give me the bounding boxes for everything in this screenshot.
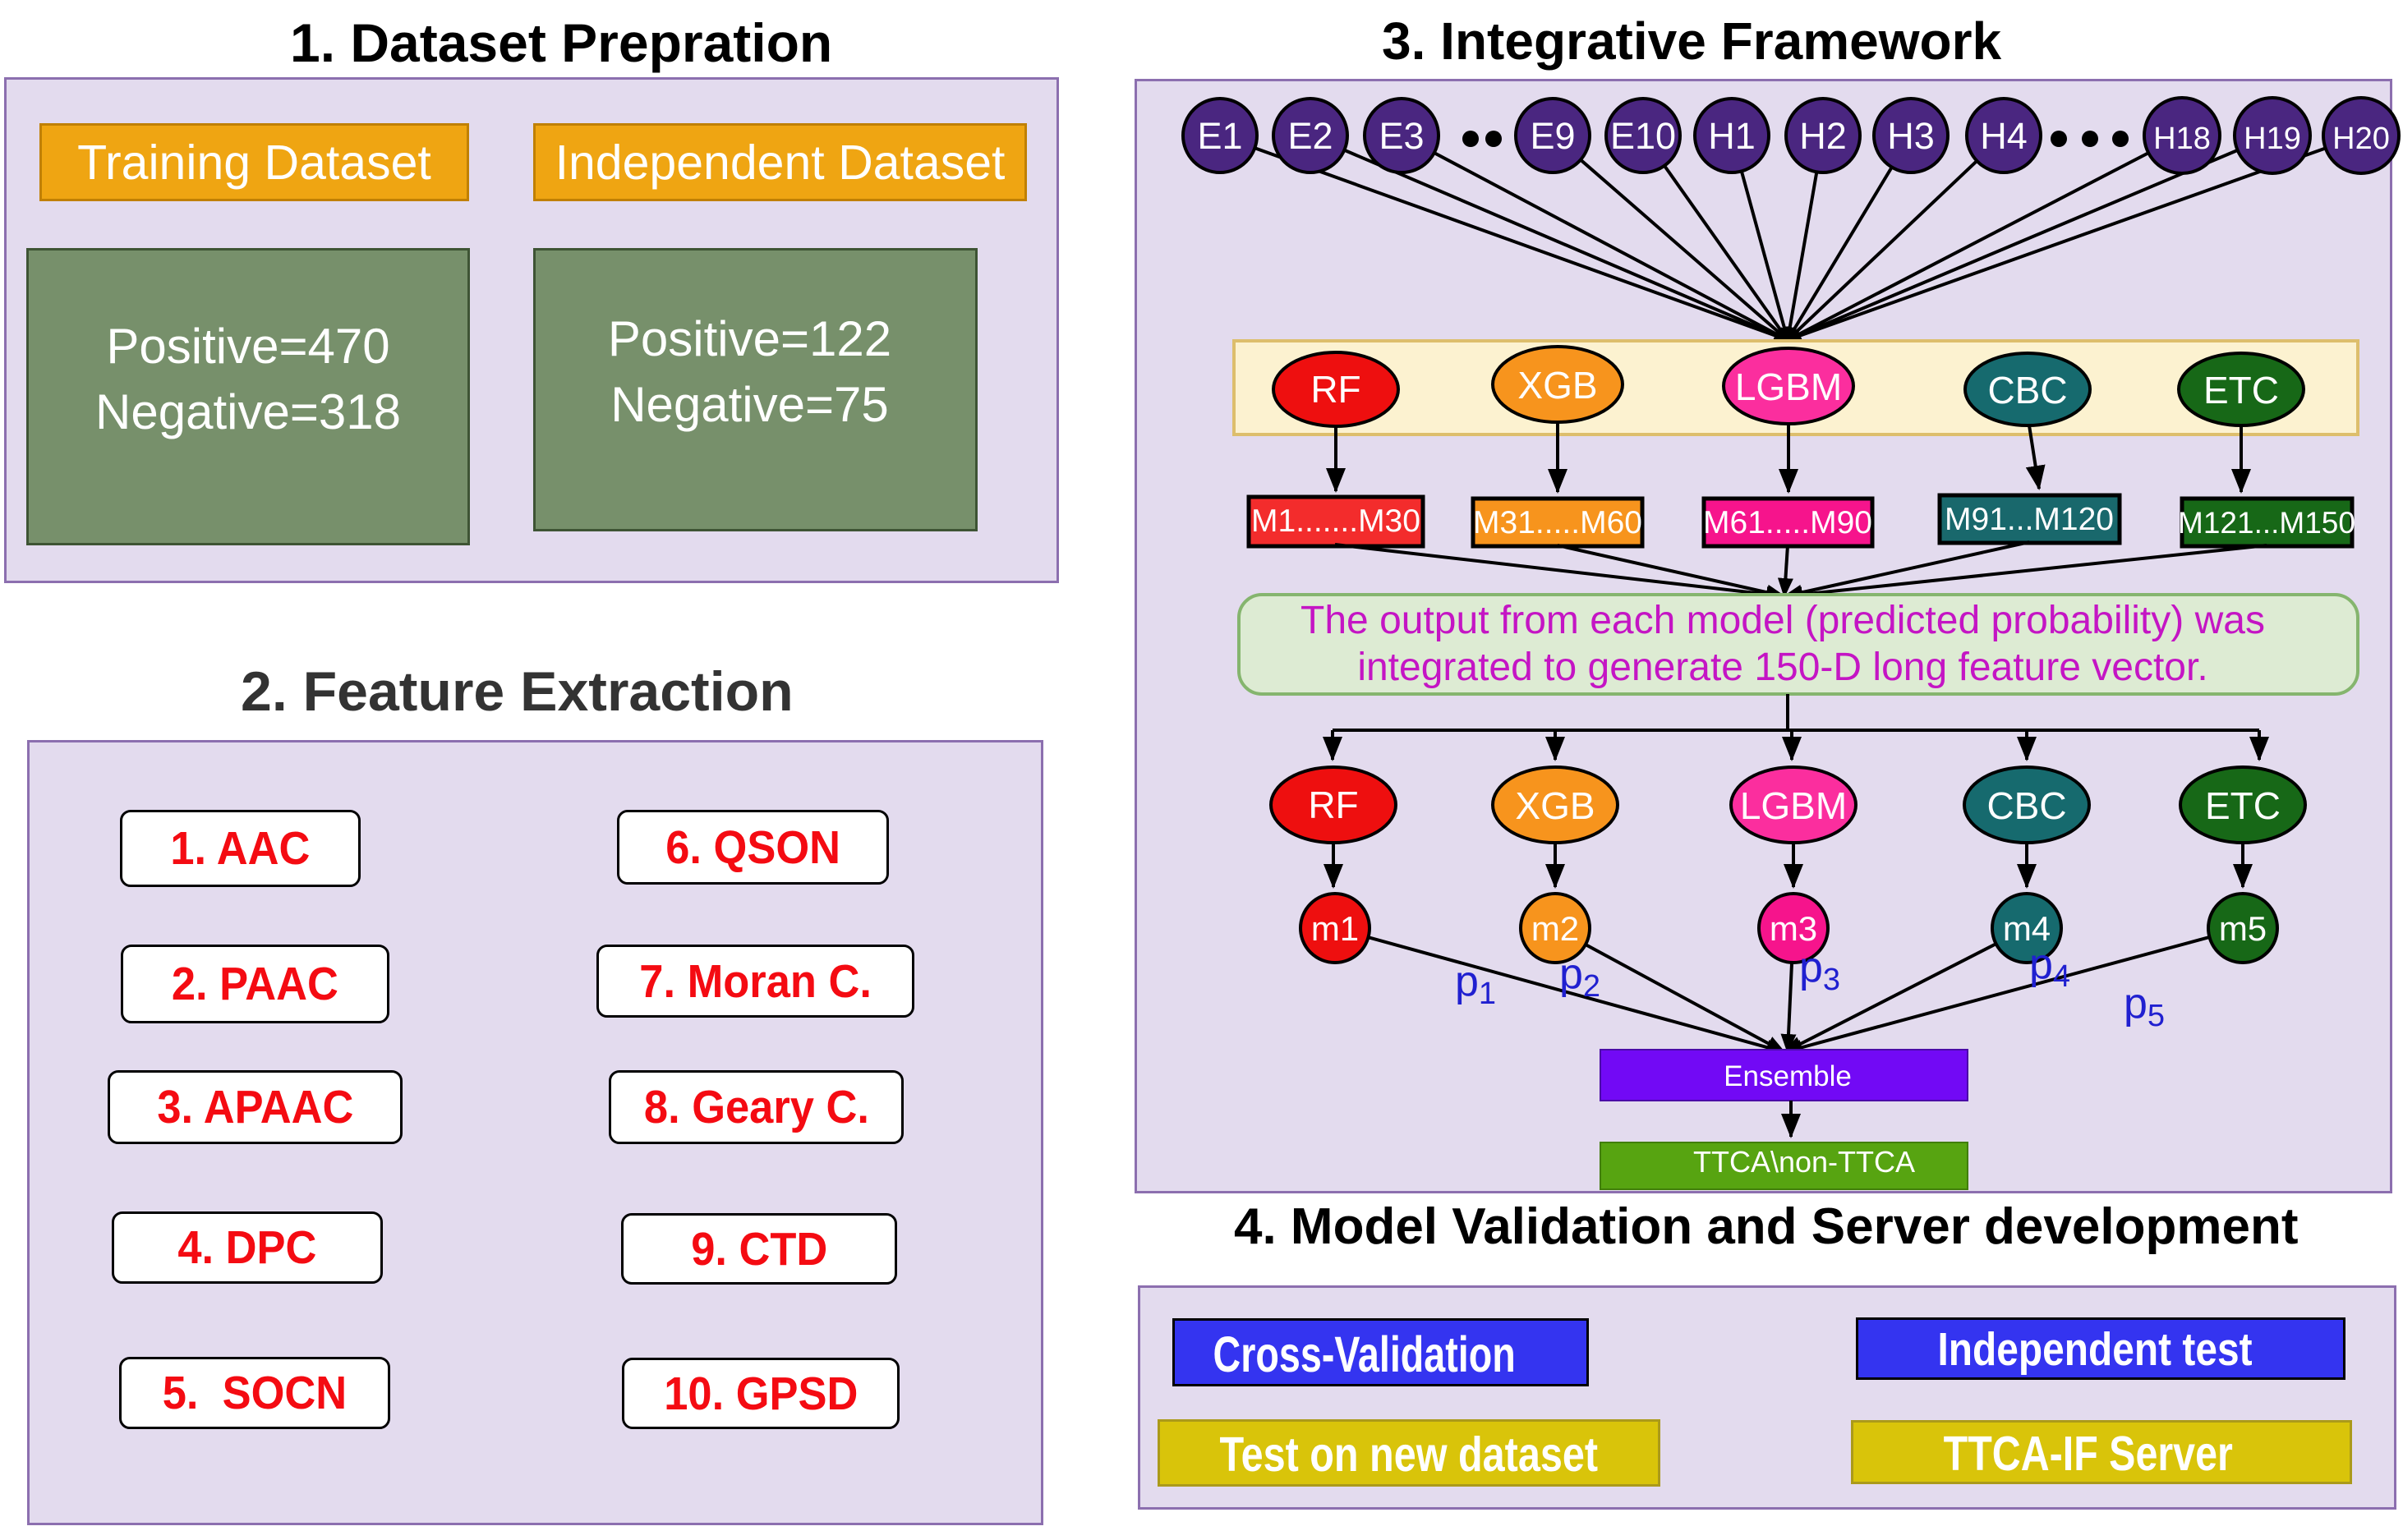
svg-text:RF: RF (1310, 368, 1360, 411)
svg-text:XGB: XGB (1517, 364, 1597, 407)
svg-text:H18: H18 (2153, 122, 2211, 156)
svg-text:Ensemble: Ensemble (1724, 1060, 1852, 1092)
svg-text:ETC: ETC (2203, 369, 2279, 411)
svg-text:m5: m5 (2219, 909, 2267, 948)
svg-text:H20: H20 (2332, 122, 2390, 156)
svg-text:E3: E3 (1379, 115, 1424, 157)
svg-text:RF: RF (1308, 784, 1358, 826)
svg-text:H19: H19 (2244, 122, 2301, 156)
svg-text:p3: p3 (1799, 944, 1840, 997)
svg-text:p1: p1 (1455, 958, 1496, 1011)
svg-text:p5: p5 (2124, 980, 2165, 1033)
svg-text:LGBM: LGBM (1740, 784, 1847, 827)
svg-text:TTCA\non-TTCA: TTCA\non-TTCA (1693, 1145, 1915, 1179)
svg-text:E1: E1 (1197, 115, 1242, 157)
svg-text:M61.....M90: M61.....M90 (1703, 505, 1872, 540)
svg-text:H2: H2 (1799, 115, 1847, 157)
svg-text:integrated to generate 150-D l: integrated to generate 150-D long featur… (1357, 646, 2207, 689)
svg-text:M31.....M60: M31.....M60 (1473, 505, 1642, 540)
svg-text:m2: m2 (1531, 909, 1579, 948)
svg-text:CBC: CBC (1987, 369, 2067, 411)
svg-text:M1.......M30: M1.......M30 (1251, 503, 1420, 539)
svg-text:H3: H3 (1887, 115, 1935, 157)
svg-text:m1: m1 (1311, 909, 1359, 948)
svg-text:E2: E2 (1287, 115, 1333, 157)
svg-text:The output from each model (pr: The output from each model (predicted pr… (1300, 599, 2265, 642)
svg-text:H4: H4 (1980, 115, 2028, 157)
svg-text:E10: E10 (1610, 115, 1676, 157)
svg-text:CBC: CBC (1986, 784, 2066, 827)
svg-text:p2: p2 (1559, 950, 1600, 1004)
svg-text:p4: p4 (2029, 940, 2070, 994)
svg-text:M121...M150: M121...M150 (2178, 506, 2355, 540)
svg-text:LGBM: LGBM (1735, 365, 1842, 408)
svg-text:E9: E9 (1530, 115, 1575, 157)
svg-text:XGB: XGB (1515, 784, 1595, 827)
svg-text:m3: m3 (1770, 909, 1817, 948)
svg-text:m4: m4 (2003, 909, 2051, 948)
svg-text:H1: H1 (1708, 115, 1756, 157)
svg-text:ETC: ETC (2205, 784, 2281, 827)
svg-text:M91...M120: M91...M120 (1945, 502, 2114, 537)
